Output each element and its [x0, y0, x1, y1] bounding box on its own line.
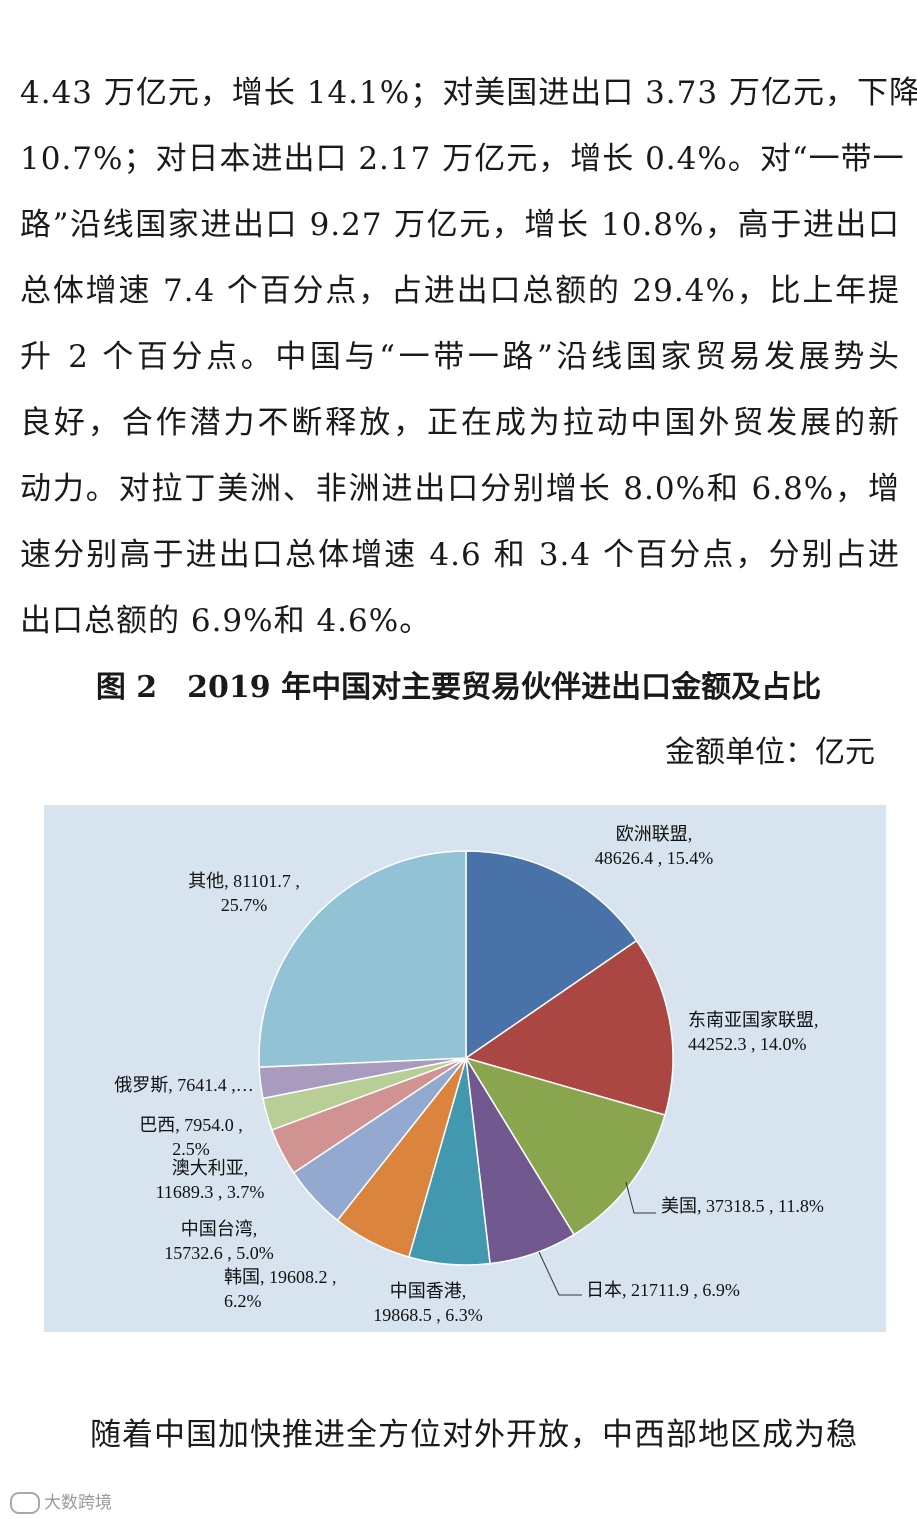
slice-label: 其他, 81101.7 , 25.7% [188, 871, 300, 915]
paragraph-line: 总体增速 7.4 个百分点，占进出口总额的 29.4%，比上年提 [20, 273, 900, 309]
slice-label-line: 其他, 81101.7 , [188, 871, 300, 891]
paragraph-line: 速分别高于进出口总体增速 4.6 和 3.4 个百分点，分别占进 [20, 537, 900, 573]
body-paragraph-1: 4.43 万亿元，增长 14.1%；对美国进出口 3.73 万亿元，下降 10.7… [20, 60, 917, 654]
slice-label-line: 美国, 37318.5 , 11.8% [661, 1196, 824, 1216]
paragraph-line: 动力。对拉丁美洲、非洲进出口分别增长 8.0%和 6.8%，增 [20, 471, 900, 507]
watermark-logo-icon [10, 1492, 40, 1514]
leader-line [625, 1181, 656, 1214]
slice-label-line: 俄罗斯, 7641.4 ,… [114, 1075, 254, 1095]
slice-label: 澳大利亚, 11689.3 , 3.7% [156, 1158, 265, 1202]
slice-label: 中国台湾, 15732.6 , 5.0% [164, 1219, 274, 1263]
slice-label: 中国香港, 19868.5 , 6.3% [373, 1281, 483, 1325]
slice-label: 欧洲联盟, 48626.4 , 15.4% [595, 824, 714, 868]
paragraph-line: 随着中国加快推进全方位对外开放，中西部地区成为稳 [90, 1417, 858, 1453]
slice-label-line: 东南亚国家联盟, [688, 1010, 819, 1030]
slice-label-line: 11689.3 , 3.7% [156, 1182, 265, 1202]
watermark-text: 大数跨境 [44, 1493, 112, 1513]
slice-label-line: 6.2% [224, 1291, 262, 1311]
pie-slice [258, 850, 467, 1068]
slice-label-line: 巴西, 7954.0 , [139, 1115, 243, 1135]
slice-label: 美国, 37318.5 , 11.8% [661, 1196, 824, 1216]
slice-label-line: 48626.4 , 15.4% [595, 848, 714, 868]
pie-slice [464, 1056, 666, 1236]
paragraph-line: 4.43 万亿元，增长 14.1%；对美国进出口 3.73 万亿元，下降 [20, 75, 917, 111]
slice-label: 东南亚国家联盟, 44252.3 , 14.0% [688, 1010, 819, 1054]
paragraph-line: 良好，合作潜力不断释放，正在成为拉动中国外贸发展的新 [20, 405, 900, 441]
pie-slice [464, 939, 674, 1116]
paragraph-line: 路”沿线国家进出口 9.27 万亿元，增长 10.8%，高于进出口 [20, 207, 900, 243]
watermark: 大数跨境 [10, 1488, 112, 1514]
slice-label-line: 澳大利亚, [172, 1158, 249, 1178]
pie-chart-panel: 欧洲联盟, 48626.4 , 15.4% 东南亚国家联盟, 44252.3 , 14… [44, 805, 886, 1332]
figure-title: 图 2 2019 年中国对主要贸易伙伴进出口金额及占比 [95, 670, 822, 705]
slice-label-line: 44252.3 , 14.0% [688, 1034, 807, 1054]
slice-label-line: 25.7% [221, 895, 268, 915]
paragraph-line: 10.7%；对日本进出口 2.17 万亿元，增长 0.4%。对“一带一 [20, 141, 905, 177]
slice-label: 日本, 21711.9 , 6.9% [586, 1280, 740, 1300]
slice-label-line: 日本, 21711.9 , 6.9% [586, 1280, 740, 1300]
slice-label: 俄罗斯, 7641.4 ,… [114, 1075, 254, 1095]
paragraph-line: 出口总额的 6.9%和 4.6%。 [20, 603, 432, 639]
slice-label-line: 2.5% [172, 1139, 210, 1159]
slice-label-line: 中国台湾, [181, 1219, 258, 1239]
slice-label-line: 19868.5 , 6.3% [373, 1305, 483, 1325]
paragraph-line: 升 2 个百分点。中国与“一带一路”沿线国家贸易发展势头 [20, 339, 900, 375]
slice-label-line: 韩国, 19608.2 , [224, 1267, 337, 1287]
leader-line [538, 1251, 582, 1296]
slice-label-line: 中国香港, [390, 1281, 467, 1301]
pie-slice [465, 850, 638, 1060]
slice-label: 巴西, 7954.0 , 2.5% [139, 1115, 243, 1159]
body-paragraph-2: 随着中国加快推进全方位对外开放，中西部地区成为稳 [90, 1402, 900, 1468]
slice-label: 韩国, 19608.2 , 6.2% [224, 1267, 337, 1311]
slice-label-line: 15732.6 , 5.0% [164, 1243, 274, 1263]
unit-label: 金额单位：亿元 [665, 735, 875, 770]
slice-label-line: 欧洲联盟, [616, 824, 693, 844]
pie-chart: 欧洲联盟, 48626.4 , 15.4% 东南亚国家联盟, 44252.3 , 14… [114, 824, 824, 1325]
